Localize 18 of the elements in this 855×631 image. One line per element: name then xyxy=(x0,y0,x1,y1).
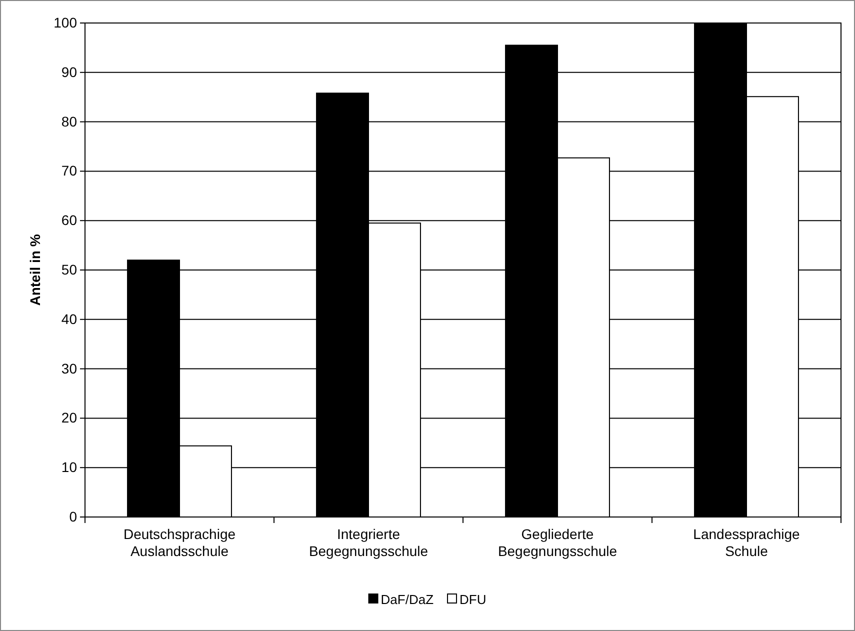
y-tick-label: 100 xyxy=(54,14,78,30)
y-tick-label: 90 xyxy=(61,64,78,80)
y-tick-label: 70 xyxy=(61,162,78,179)
y-tick-label: 30 xyxy=(61,360,78,376)
x-tick-label: Landessprachige Schule xyxy=(693,526,800,559)
y-tick-label: 80 xyxy=(61,113,78,130)
y-tick-label: 40 xyxy=(61,310,78,327)
x-tick-label: Deutschsprachige Auslandsschule xyxy=(123,526,236,559)
y-tick-label: 0 xyxy=(69,508,78,524)
y-axis-title: Anteil in % xyxy=(27,234,43,306)
y-tick-label: 50 xyxy=(61,261,78,278)
legend-label: DFU xyxy=(460,592,486,607)
x-tick-label: Gegliederte Begegnungsschule xyxy=(498,526,618,559)
legend-label: DaF/DaZ xyxy=(380,592,434,607)
y-tick-label: 20 xyxy=(61,410,78,426)
x-tick-label: Integrierte Begegnungsschule xyxy=(308,526,428,559)
y-tick-label: 60 xyxy=(61,212,78,228)
y-tick-label: 10 xyxy=(61,459,78,476)
